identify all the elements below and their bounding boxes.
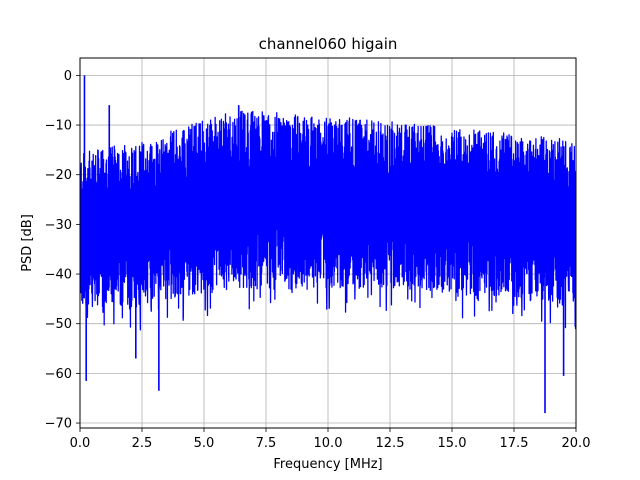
x-axis-label: Frequency [MHz] — [273, 457, 382, 472]
plot-area — [80, 75, 576, 414]
psd-series-line — [80, 110, 576, 331]
y-tick-label: −40 — [45, 268, 72, 283]
y-tick-label: −60 — [45, 367, 72, 382]
y-tick-label: −30 — [45, 218, 72, 233]
x-tick-label: 7.5 — [256, 436, 277, 451]
x-tick-label: 10.0 — [314, 436, 343, 451]
y-axis: 0 −10 −20 −30 −40 −50 −60 −70 — [45, 69, 80, 432]
x-tick-label: 0.0 — [70, 436, 91, 451]
y-tick-label: −20 — [45, 168, 72, 183]
y-tick-label: 0 — [64, 69, 72, 84]
x-axis: 0.0 2.5 5.0 7.5 10.0 12.5 15.0 17.5 20.0 — [70, 428, 591, 451]
x-tick-label: 15.0 — [438, 436, 467, 451]
chart-title: channel060 higain — [259, 35, 398, 53]
x-tick-label: 20.0 — [562, 436, 591, 451]
y-tick-label: −70 — [45, 417, 72, 432]
y-tick-label: −50 — [45, 317, 72, 332]
x-tick-label: 12.5 — [376, 436, 405, 451]
y-tick-label: −10 — [45, 119, 72, 134]
x-tick-label: 5.0 — [194, 436, 215, 451]
y-axis-label: PSD [dB] — [20, 214, 35, 272]
x-tick-label: 2.5 — [132, 436, 153, 451]
x-tick-label: 17.5 — [500, 436, 529, 451]
